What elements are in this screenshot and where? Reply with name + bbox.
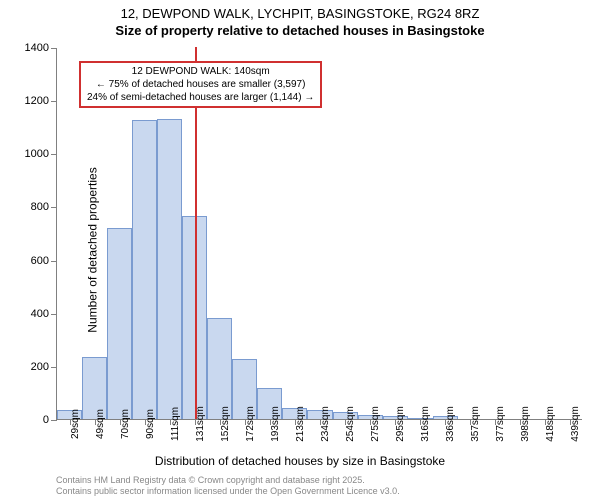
xtick-label: 213sqm (295, 406, 306, 442)
bar (207, 318, 232, 419)
ytick-label: 600 (31, 255, 49, 267)
ytick (51, 261, 57, 262)
ytick (51, 314, 57, 315)
bar (157, 119, 182, 419)
bar (107, 228, 132, 419)
xtick-label: 193sqm (270, 406, 281, 442)
xtick-label: 234sqm (320, 406, 331, 442)
chart-container: 12, DEWPOND WALK, LYCHPIT, BASINGSTOKE, … (0, 0, 600, 500)
xtick-label: 377sqm (495, 406, 506, 442)
xtick-label: 29sqm (70, 409, 81, 439)
x-axis-label: Distribution of detached houses by size … (155, 454, 445, 468)
xtick-label: 439sqm (570, 406, 581, 442)
ytick-label: 0 (43, 414, 49, 426)
ytick-label: 400 (31, 308, 49, 320)
ytick-label: 1400 (25, 42, 49, 54)
ytick (51, 101, 57, 102)
ytick (51, 154, 57, 155)
ytick (51, 420, 57, 421)
ytick-label: 800 (31, 201, 49, 213)
annotation-box: 12 DEWPOND WALK: 140sqm← 75% of detached… (79, 61, 322, 108)
bar (132, 120, 157, 419)
xtick-label: 70sqm (120, 409, 131, 439)
ytick (51, 48, 57, 49)
ytick (51, 207, 57, 208)
xtick-label: 357sqm (470, 406, 481, 442)
ytick-label: 1200 (25, 95, 49, 107)
xtick-label: 336sqm (445, 406, 456, 442)
chart-subtitle: Size of property relative to detached ho… (0, 23, 600, 38)
xtick-label: 254sqm (345, 406, 356, 442)
chart-title: 12, DEWPOND WALK, LYCHPIT, BASINGSTOKE, … (0, 0, 600, 23)
xtick-label: 316sqm (420, 406, 431, 442)
xtick-label: 398sqm (520, 406, 531, 442)
ytick-label: 1000 (25, 148, 49, 160)
attribution-text: Contains HM Land Registry data © Crown c… (56, 475, 400, 497)
xtick-label: 111sqm (170, 407, 181, 441)
xtick-label: 49sqm (95, 409, 106, 439)
plot-area: 020040060080010001200140029sqm49sqm70sqm… (56, 48, 582, 420)
xtick-label: 418sqm (545, 406, 556, 442)
ytick (51, 367, 57, 368)
ytick-label: 200 (31, 361, 49, 373)
xtick-label: 90sqm (145, 409, 156, 439)
xtick-label: 172sqm (245, 406, 256, 442)
xtick-label: 152sqm (220, 406, 231, 442)
xtick-label: 295sqm (395, 406, 406, 442)
xtick-label: 275sqm (370, 406, 381, 442)
